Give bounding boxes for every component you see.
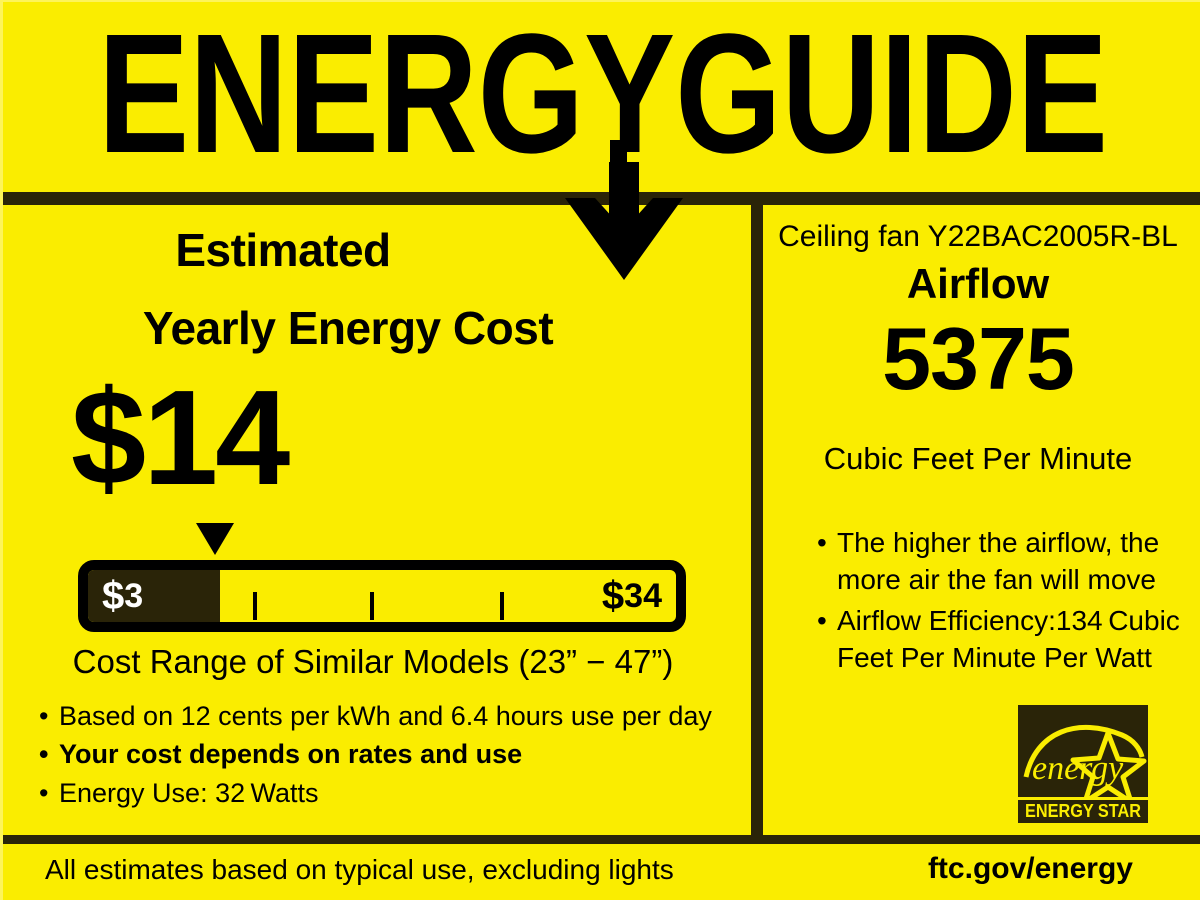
estimated-cost-panel: Estimated Yearly Energy Cost $14 $3 $34 …: [3, 205, 751, 835]
label-header: ENERGYGUIDE: [3, 2, 1200, 192]
cost-range-low-label: $3: [102, 576, 143, 616]
footer-divider: [3, 835, 1200, 844]
footer-website[interactable]: ftc.gov/energy: [927, 852, 1133, 885]
left-bullet-list: Based on 12 cents per kWh and 6.4 hours …: [39, 697, 739, 812]
cost-range-high-dollar-sign: $: [601, 574, 625, 618]
cost-range-tick: [499, 592, 504, 620]
footer-disclaimer: All estimates based on typical use, excl…: [45, 854, 674, 885]
cost-range-fill: [88, 570, 221, 622]
list-item: Your cost depends on rates and use: [39, 735, 739, 774]
airflow-units-label: Cubic Feet Per Minute: [823, 441, 1133, 476]
energyguide-title-block: ENERGYGUIDE: [3, 2, 1200, 192]
down-arrow-icon: [565, 162, 683, 280]
label-footer: All estimates based on typical use, excl…: [3, 844, 1200, 900]
airflow-panel: Ceiling fan Y22BAC2005R-BL Airflow 5375 …: [763, 205, 1200, 835]
energyguide-wordmark-text: ENERGYGUIDE: [98, 20, 1108, 185]
cost-range-widget: $3 $34: [78, 523, 686, 632]
estimated-label-line1: Estimated: [175, 224, 391, 276]
cost-range-bar: $3 $34: [78, 560, 686, 632]
airflow-value: 5375: [882, 309, 1075, 408]
cost-range-high-value: 34: [624, 577, 662, 615]
cost-range-marker-triangle: [195, 523, 234, 555]
header-divider: [3, 192, 1200, 205]
cost-range-tick: [252, 592, 257, 620]
cost-range-tick: [370, 592, 375, 620]
estimated-yearly-cost-value: $14: [71, 362, 290, 513]
cost-range-high-label: $34: [602, 576, 662, 616]
right-bullet-list: The higher the airflow, the more air the…: [815, 525, 1200, 681]
list-item: Airflow Efficiency:134 Cubic Feet Per Mi…: [815, 603, 1200, 677]
list-item: The higher the airflow, the more air the…: [815, 525, 1200, 599]
energy-script-text: energy: [1032, 750, 1124, 787]
energyguide-wordmark: ENERGYGUIDE: [98, 20, 1108, 185]
energy-star-logo: energy ENERGY STAR: [1018, 705, 1148, 823]
panel-divider: [751, 205, 763, 835]
cost-range-caption: Cost Range of Similar Models (23” − 47”): [72, 643, 674, 680]
list-item: Energy Use: 32 Watts: [39, 774, 739, 813]
cost-range-low-value: 3: [124, 577, 144, 615]
estimated-label-line2: Yearly Energy Cost: [142, 302, 554, 354]
cost-range-low-dollar-sign: $: [102, 574, 125, 618]
energy-star-wordmark: ENERGY STAR: [1025, 801, 1141, 821]
list-item: Based on 12 cents per kWh and 6.4 hours …: [39, 697, 739, 736]
product-model-name: Ceiling fan Y22BAC2005R-BL: [778, 220, 1178, 253]
airflow-heading: Airflow: [906, 260, 1050, 307]
